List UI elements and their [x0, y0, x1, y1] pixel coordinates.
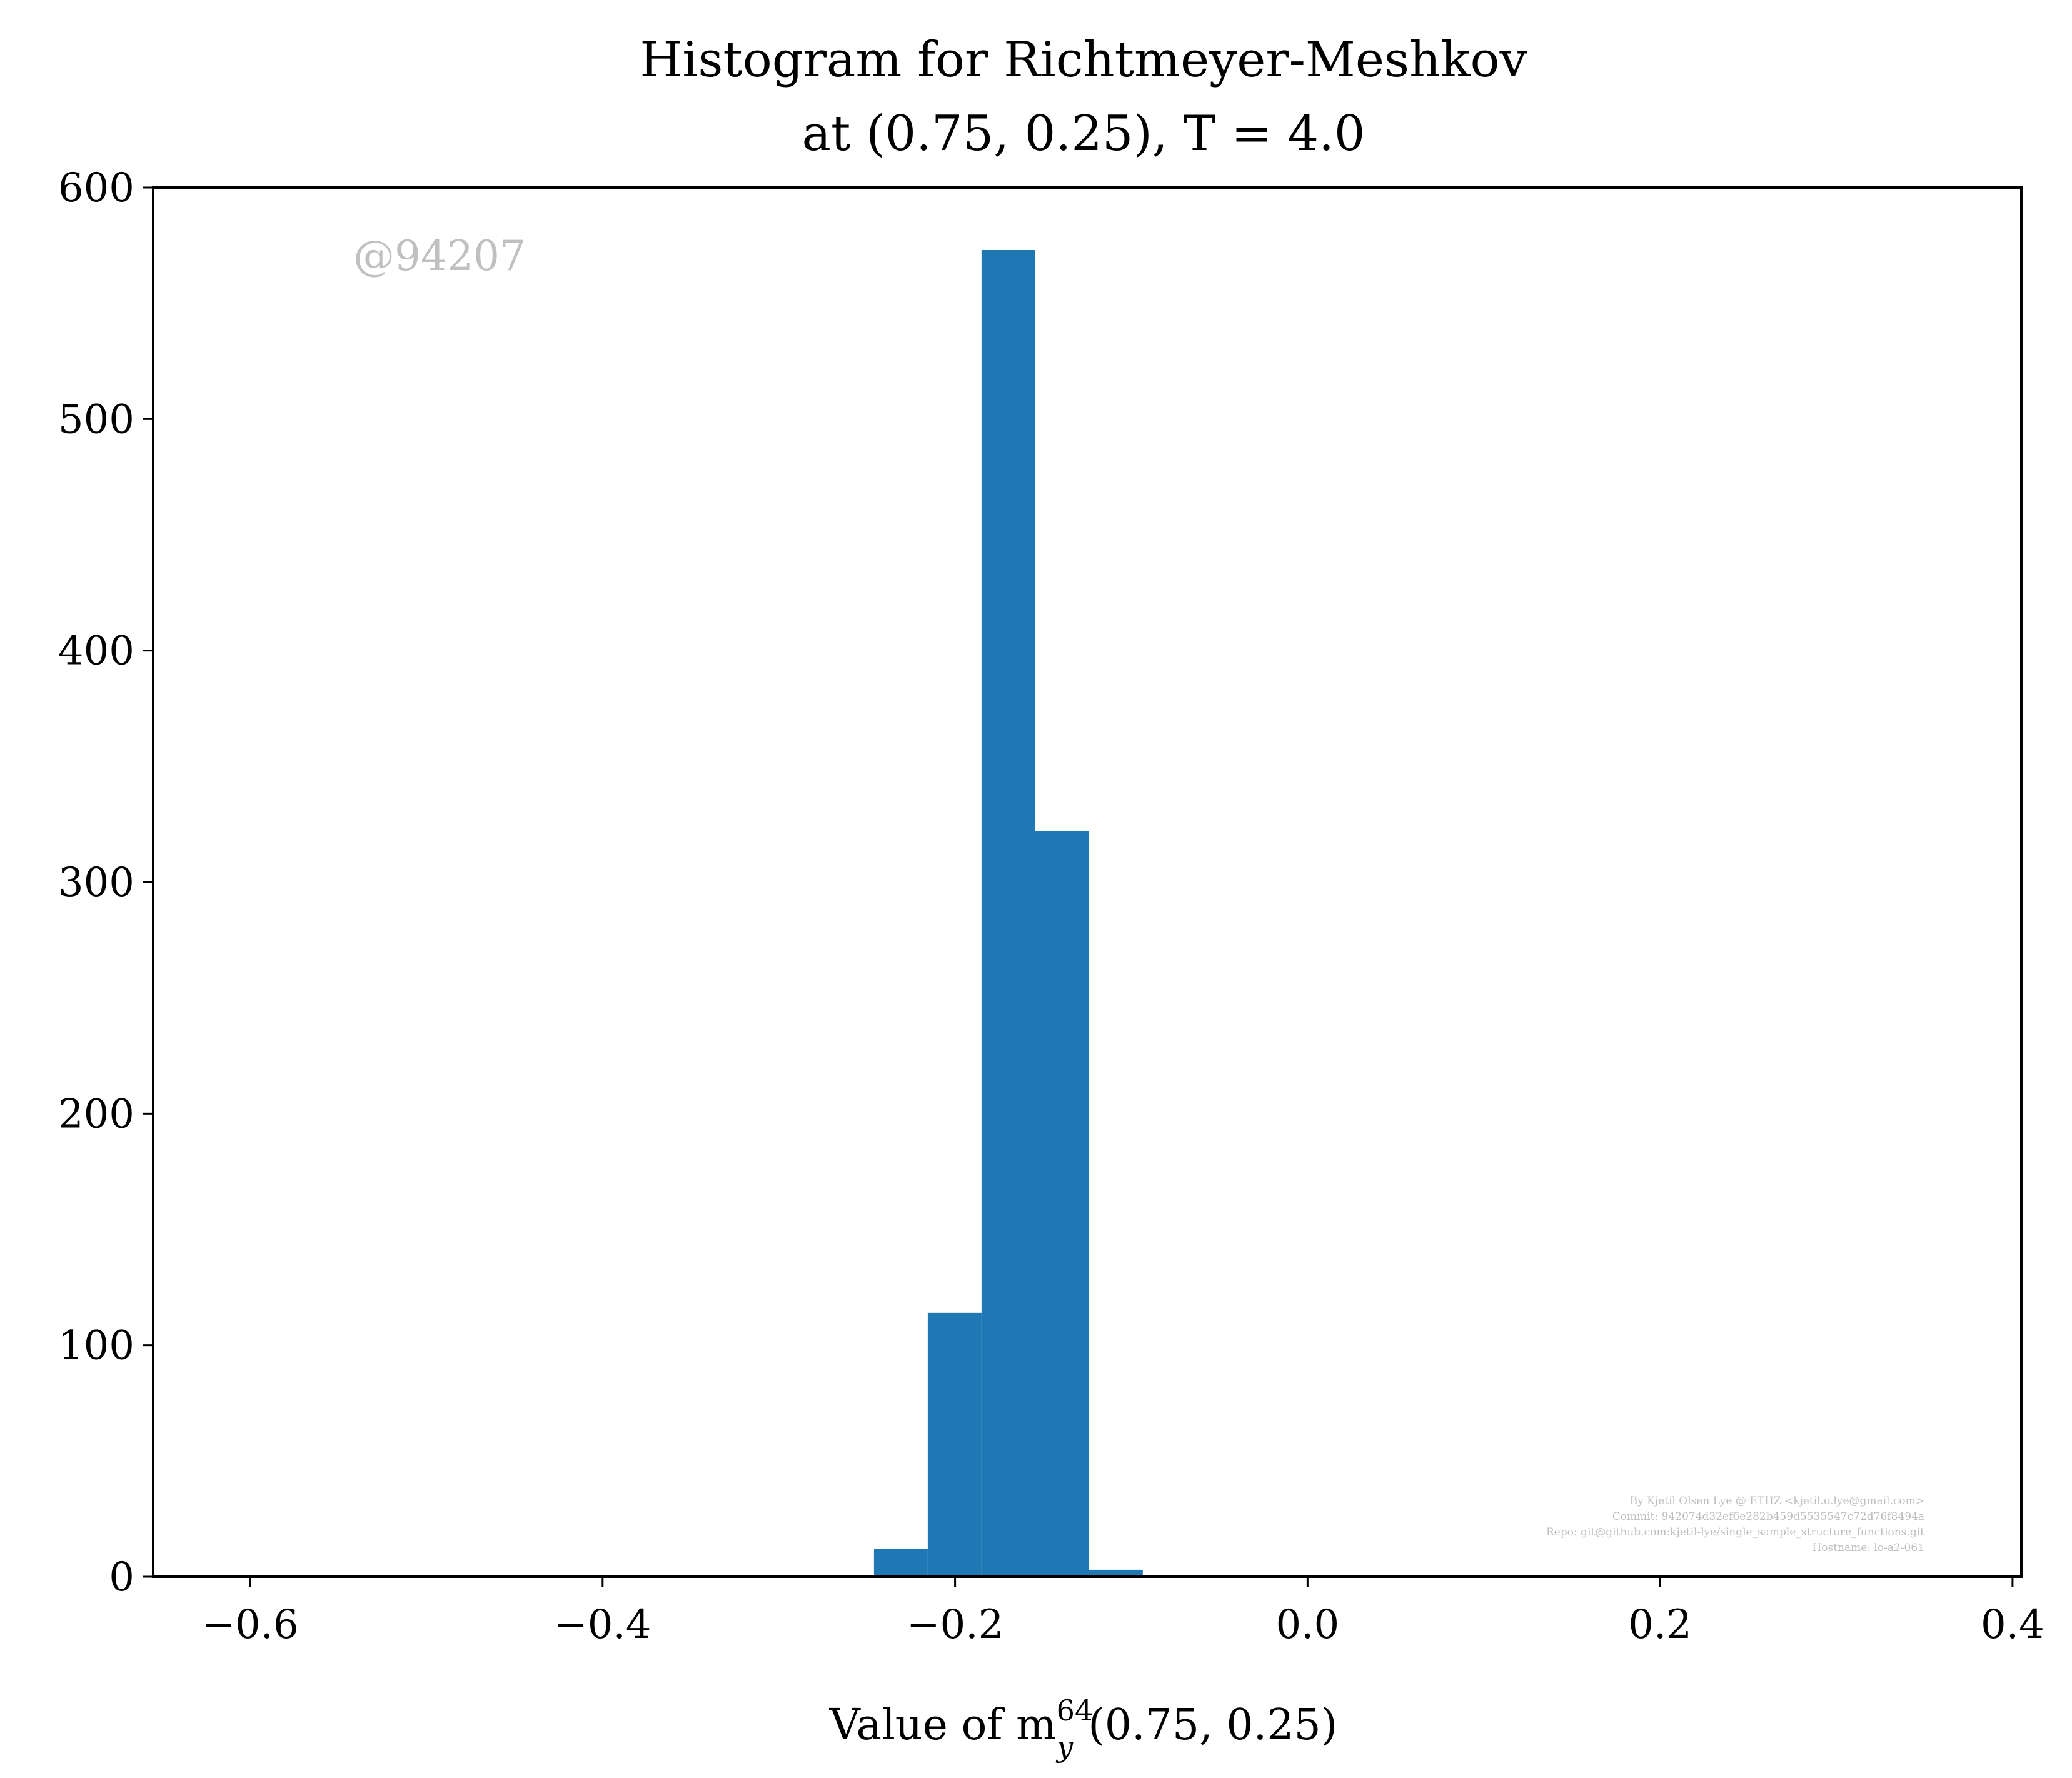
x-axis-ticks: −0.6 −0.4 −0.2 0.0 0.2 0.4: [201, 1577, 2044, 1648]
credits-author: By Kjetil Olsen Lye @ ETHZ <kjetil.o.lye…: [1630, 1495, 1924, 1507]
y-tick-label: 100: [58, 1323, 134, 1369]
histogram-bar-0: [873, 1549, 928, 1577]
x-tick-label: 0.4: [1981, 1602, 2044, 1648]
x-tick-label: −0.6: [201, 1602, 298, 1648]
y-tick-label: 300: [58, 860, 134, 906]
histogram-bar-1: [927, 1312, 982, 1577]
y-tick-label: 600: [58, 165, 134, 211]
x-tick-label: 0.0: [1275, 1602, 1339, 1648]
histogram-bar-2: [981, 249, 1035, 1577]
y-axis-ticks: 0 100 200 300 400 500 600: [58, 165, 153, 1600]
x-tick-label: 0.2: [1628, 1602, 1692, 1648]
chart-title-line1: Histogram for Richtmeyer-Meshkov: [640, 32, 1527, 88]
y-tick-label: 500: [58, 396, 134, 443]
histogram-bar-3: [1035, 831, 1089, 1577]
x-tick-label: −0.2: [907, 1602, 1003, 1648]
y-tick-label: 0: [109, 1554, 134, 1600]
x-axis-label: Value of m64 y (0.75, 0.25): [829, 1694, 1338, 1764]
credits-hostname: Hostname: lo-a2-061: [1812, 1542, 1924, 1554]
watermark-label: @94207: [353, 232, 526, 280]
chart-title-line2: at (0.75, 0.25), T = 4.0: [802, 106, 1365, 162]
x-tick-label: −0.4: [554, 1602, 651, 1648]
histogram-bars: [873, 249, 1143, 1577]
y-tick-label: 200: [58, 1091, 134, 1137]
credits-commit: Commit: 942074d32ef6e282b459d5535547c72d…: [1612, 1510, 1924, 1523]
histogram-bar-4: [1089, 1569, 1143, 1577]
credits-repo: Repo: git@github.com:kjetil-lye/single_s…: [1546, 1526, 1924, 1539]
y-tick-label: 400: [58, 628, 134, 675]
